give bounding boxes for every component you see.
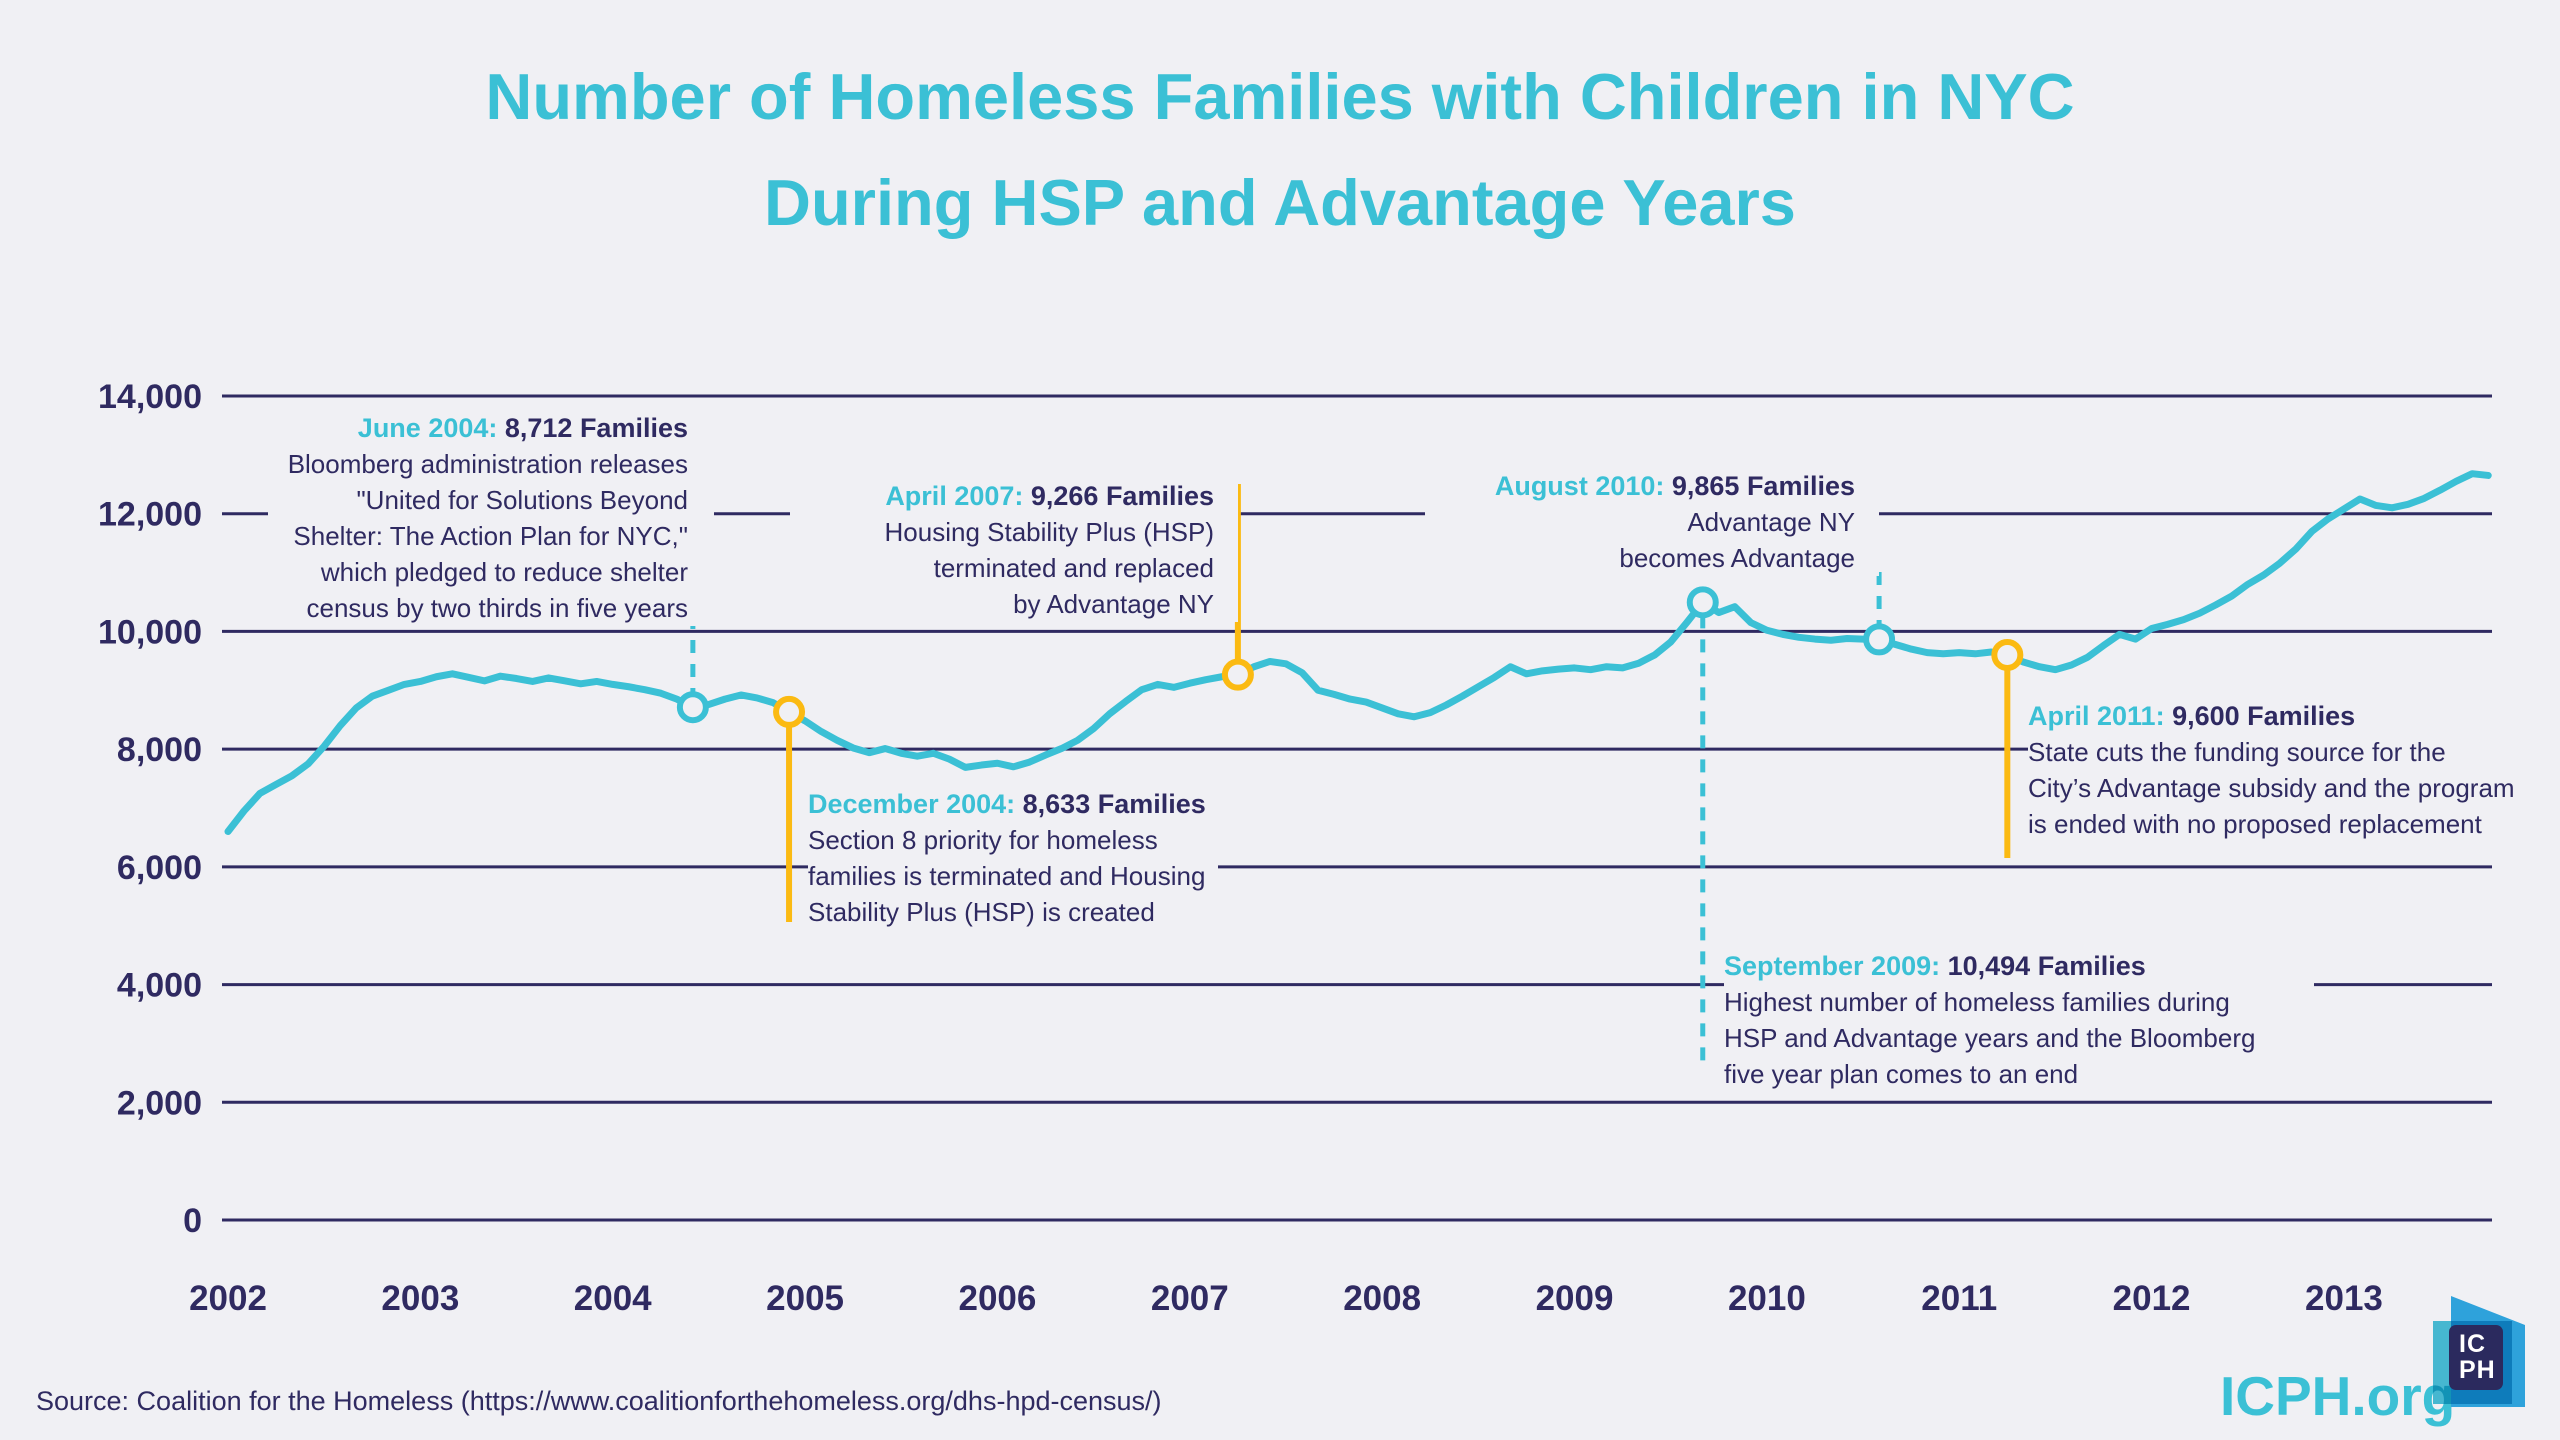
annotation-heading-aug2010: August 2010: 9,865 Families: [1425, 468, 1855, 504]
annotation-sep2009: September 2009: 10,494 Families Highest n…: [1724, 948, 2314, 1092]
annotation-body-jun2004: Bloomberg administration releases "United…: [287, 449, 688, 623]
annotation-heading-dec2004: December 2004: 8,633 Families: [808, 786, 1218, 822]
x-axis-label-2010: 2010: [1728, 1279, 1806, 1318]
annotation-apr2011: April 2011: 9,600 Families State cuts the…: [2028, 698, 2553, 842]
chart-title-line1: Number of Homeless Families with Childre…: [485, 60, 2075, 133]
y-axis-label-4,000: 4,000: [117, 967, 202, 1005]
y-axis-label-6,000: 6,000: [117, 849, 202, 887]
annotation-apr2007: April 2007: 9,266 Families Housing Stabil…: [790, 478, 1238, 622]
logo-monogram: IC PH: [2449, 1325, 2503, 1390]
annotation-value-apr2011: 9,600 Families: [2172, 701, 2356, 731]
annotation-body-dec2004: Section 8 priority for homeless families …: [808, 825, 1206, 927]
annotation-heading-sep2009: September 2009: 10,494 Families: [1724, 948, 2314, 984]
chart-title-line2: During HSP and Advantage Years: [764, 166, 1796, 239]
y-axis-label-10,000: 10,000: [98, 613, 202, 651]
annotation-aug2010: August 2010: 9,865 Families Advantage NY b…: [1425, 468, 1879, 576]
annotation-body-sep2009: Highest number of homeless families duri…: [1724, 987, 2256, 1089]
event-marker-dec2004: [773, 695, 806, 728]
x-axis-label-2004: 2004: [574, 1279, 652, 1318]
annotation-value-dec2004: 8,633 Families: [1022, 789, 1206, 819]
annotation-heading-jun2004: June 2004: 8,712 Families: [268, 410, 688, 446]
y-axis-label-14,000: 14,000: [98, 378, 202, 416]
x-axis-label-2008: 2008: [1343, 1279, 1421, 1318]
event-marker-aug2010: [1863, 623, 1896, 656]
annotation-value-sep2009: 10,494 Families: [1947, 951, 2146, 981]
x-axis-label-2002: 2002: [189, 1279, 267, 1318]
x-axis-label-2003: 2003: [381, 1279, 459, 1318]
x-axis-label-2006: 2006: [959, 1279, 1037, 1318]
chart-title: Number of Homeless Families with Childre…: [0, 44, 2560, 256]
event-marker-apr2007: [1221, 658, 1254, 691]
y-axis-label-2,000: 2,000: [117, 1084, 202, 1122]
trend-line-homeless-families: [224, 470, 2492, 836]
y-axis-label-8,000: 8,000: [117, 731, 202, 769]
annotation-body-aug2010: Advantage NY becomes Advantage: [1619, 507, 1855, 573]
logo-monogram-ic: IC: [2459, 1330, 2486, 1358]
event-marker-sep2009: [1686, 586, 1719, 619]
source-note: Source: Coalition for the Homeless (http…: [36, 1386, 1162, 1416]
event-marker-apr2011: [1991, 638, 2024, 671]
annotation-date-aug2010: August 2010:: [1494, 471, 1672, 501]
annotation-date-apr2007: April 2007:: [885, 481, 1031, 511]
y-axis-label-12,000: 12,000: [98, 496, 202, 534]
annotation-date-apr2011: April 2011:: [2028, 701, 2173, 731]
annotation-value-jun2004: 8,712 Families: [504, 413, 688, 443]
y-axis-label-0: 0: [183, 1202, 202, 1240]
logo-monogram-ph: PH: [2459, 1356, 2496, 1384]
annotation-body-apr2007: Housing Stability Plus (HSP) terminated a…: [884, 517, 1214, 619]
icph-logo: IC PH: [2428, 1288, 2550, 1420]
annotation-date-sep2009: September 2009:: [1724, 951, 1948, 981]
x-axis-label-2007: 2007: [1151, 1279, 1229, 1318]
annotation-date-jun2004: June 2004:: [357, 413, 505, 443]
x-axis-label-2012: 2012: [2113, 1279, 2191, 1318]
annotation-value-apr2007: 9,266 Families: [1030, 481, 1214, 511]
annotation-value-aug2010: 9,865 Families: [1671, 471, 1855, 501]
x-axis-label-2011: 2011: [1921, 1279, 1997, 1318]
annotation-heading-apr2007: April 2007: 9,266 Families: [790, 478, 1214, 514]
annotation-dec2004: December 2004: 8,633 Families Section 8 p…: [808, 786, 1218, 930]
annotation-jun2004: June 2004: 8,712 Families Bloomberg admin…: [268, 410, 714, 626]
x-axis-label-2009: 2009: [1536, 1279, 1614, 1318]
x-axis-label-2005: 2005: [766, 1279, 844, 1318]
annotation-heading-apr2011: April 2011: 9,600 Families: [2028, 698, 2553, 734]
event-marker-jun2004: [676, 691, 709, 724]
icph-org-label: ICPH.org: [2220, 1365, 2456, 1427]
annotation-date-dec2004: December 2004:: [808, 789, 1023, 819]
annotation-body-apr2011: State cuts the funding source for the Cit…: [2028, 737, 2515, 839]
x-axis-label-2013: 2013: [2305, 1279, 2383, 1318]
